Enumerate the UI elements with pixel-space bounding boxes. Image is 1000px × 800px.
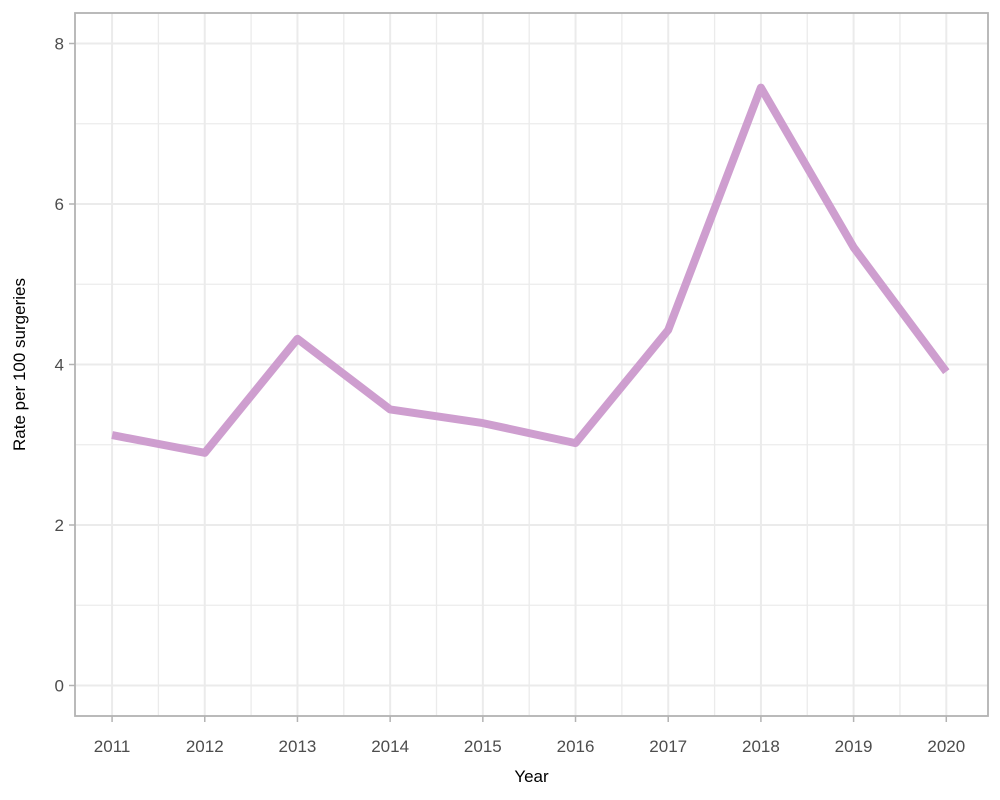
x-tick-label: 2020 — [927, 737, 965, 756]
x-tick-label: 2017 — [649, 737, 687, 756]
grid-lines — [75, 13, 988, 716]
x-tick-label: 2015 — [464, 737, 502, 756]
y-tick-label: 0 — [55, 677, 64, 696]
x-tick-label: 2016 — [557, 737, 595, 756]
x-tick-label: 2012 — [186, 737, 224, 756]
series-lines — [111, 83, 950, 457]
y-tick-label: 6 — [55, 195, 64, 214]
x-tick-label: 2018 — [742, 737, 780, 756]
y-tick-label: 4 — [55, 356, 64, 375]
x-tick-label: 2011 — [94, 737, 131, 756]
axis-ticks: 0 2 4 6 8 2011 2012 2013 2014 2015 2016 2017 2018 201… — [55, 34, 966, 756]
y-tick-label: 2 — [55, 516, 64, 535]
x-tick-label: 2013 — [279, 737, 317, 756]
x-tick-label: 2014 — [371, 737, 409, 756]
x-tick-label: 2019 — [835, 737, 873, 756]
y-axis-title: Rate per 100 surgeries — [10, 278, 29, 451]
y-tick-label: 8 — [55, 34, 64, 53]
series-line — [111, 83, 950, 457]
x-axis-title: Year — [514, 767, 549, 786]
